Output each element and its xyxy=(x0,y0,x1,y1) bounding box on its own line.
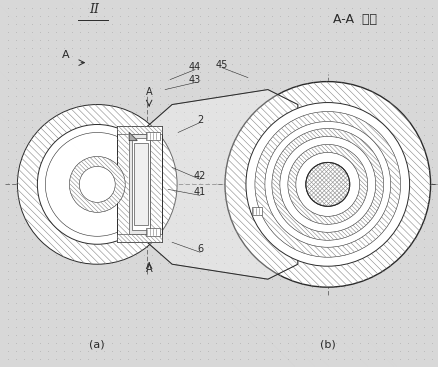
Bar xyxy=(132,138,150,230)
Text: 45: 45 xyxy=(215,59,228,70)
Circle shape xyxy=(37,124,157,244)
Bar xyxy=(146,132,160,141)
Text: (b): (b) xyxy=(319,339,335,349)
Bar xyxy=(117,234,162,242)
Text: 41: 41 xyxy=(194,188,206,197)
Circle shape xyxy=(287,145,367,224)
Circle shape xyxy=(271,128,383,240)
Circle shape xyxy=(245,102,409,266)
Circle shape xyxy=(279,137,375,232)
Bar xyxy=(146,228,160,236)
Circle shape xyxy=(254,112,400,257)
Circle shape xyxy=(264,121,390,247)
Text: (a): (a) xyxy=(89,339,105,349)
Circle shape xyxy=(69,156,125,212)
Text: II: II xyxy=(89,3,99,16)
Circle shape xyxy=(305,163,349,206)
Text: 2: 2 xyxy=(197,115,203,124)
Text: 42: 42 xyxy=(194,171,206,181)
Circle shape xyxy=(45,132,149,236)
Text: A: A xyxy=(61,50,69,60)
Text: A-A  剖视: A-A 剖视 xyxy=(332,13,376,26)
Bar xyxy=(117,127,162,134)
Circle shape xyxy=(18,105,177,264)
Polygon shape xyxy=(129,132,137,141)
Circle shape xyxy=(225,81,430,287)
Circle shape xyxy=(79,166,115,202)
Text: 44: 44 xyxy=(188,62,201,72)
Text: A: A xyxy=(145,264,152,274)
Circle shape xyxy=(295,152,359,216)
Bar xyxy=(117,127,162,242)
Bar xyxy=(251,207,261,215)
Bar xyxy=(134,143,148,225)
Text: 43: 43 xyxy=(188,75,201,84)
Polygon shape xyxy=(147,90,297,279)
Text: A: A xyxy=(145,87,152,97)
Bar xyxy=(129,134,150,234)
Text: 6: 6 xyxy=(197,244,203,254)
